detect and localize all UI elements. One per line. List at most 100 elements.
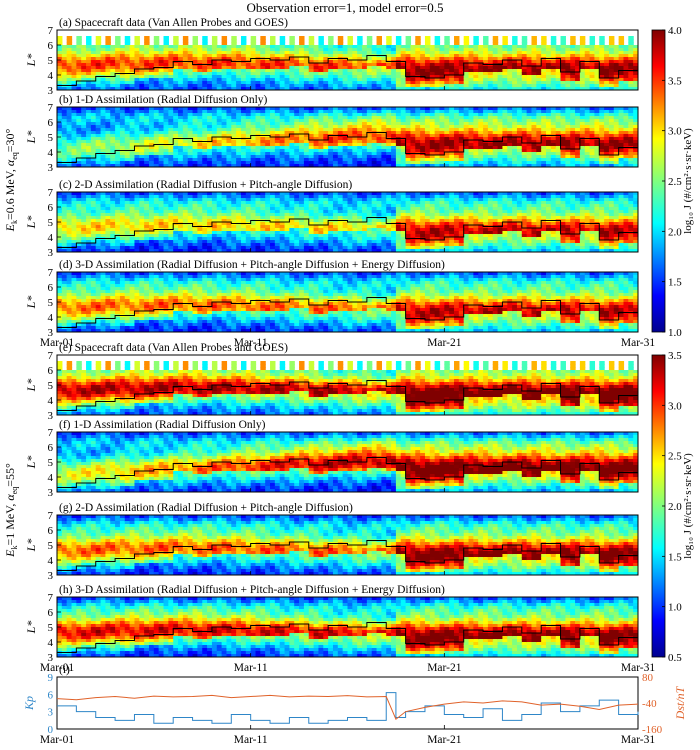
- heat-cell: [284, 75, 290, 79]
- heat-cell: [560, 146, 566, 150]
- heat-cell: [115, 219, 121, 223]
- heat-cell: [618, 81, 625, 85]
- heat-cell: [342, 110, 349, 114]
- heat-cell: [318, 84, 324, 88]
- heat-cell: [124, 231, 131, 235]
- heat-cell: [202, 161, 208, 165]
- heat-cell: [415, 113, 421, 117]
- heat-cell: [134, 137, 140, 141]
- heat-cell: [144, 116, 150, 120]
- heat-cell: [521, 51, 528, 55]
- heat-cell: [468, 60, 474, 64]
- heat-cell: [429, 152, 436, 156]
- heat-cell: [197, 134, 203, 138]
- heat-cell: [129, 216, 136, 220]
- heat-cell: [61, 63, 68, 67]
- heat-cell: [148, 57, 155, 61]
- heat-cell: [187, 134, 194, 138]
- heat-cell: [139, 213, 145, 217]
- heat-cell: [570, 137, 576, 141]
- heat-cell: [163, 137, 169, 141]
- heat-cell: [173, 155, 179, 159]
- heat-cell: [86, 42, 92, 46]
- heat-cell: [589, 63, 596, 67]
- heat-cell: [589, 140, 596, 144]
- heat-cell: [207, 84, 213, 88]
- heat-cell: [487, 146, 494, 150]
- heat-cell: [182, 192, 189, 196]
- heat-cell: [115, 225, 121, 229]
- heat-cell: [274, 140, 281, 144]
- heat-cell: [400, 84, 407, 88]
- heat-cell: [100, 87, 107, 90]
- heat-cell: [526, 72, 533, 76]
- heat-cell: [473, 78, 479, 82]
- heat-cell: [86, 161, 92, 165]
- heat-cell: [434, 116, 441, 120]
- heat-cell: [187, 161, 194, 165]
- heat-cell: [318, 116, 324, 120]
- heat-cell: [134, 207, 140, 211]
- heat-cell: [100, 72, 107, 76]
- heat-cell: [473, 42, 479, 46]
- heat-cell: [521, 54, 528, 58]
- heat-cell: [415, 140, 421, 144]
- heat-cell: [623, 78, 629, 82]
- heat-cell: [565, 134, 571, 138]
- heat-cell: [483, 60, 489, 64]
- heat-cell: [541, 42, 547, 46]
- heat-cell: [560, 149, 566, 153]
- heat-cell: [182, 143, 189, 147]
- heat-cell: [197, 119, 203, 123]
- heat-cell: [584, 69, 591, 73]
- heat-cell: [347, 42, 353, 46]
- heat-cell: [134, 134, 140, 138]
- heat-cell: [347, 48, 353, 52]
- heat-cell: [289, 113, 295, 117]
- heat-cell: [352, 57, 358, 61]
- heat-cell: [279, 149, 286, 153]
- heat-cell: [158, 219, 165, 223]
- heat-cell: [468, 131, 474, 135]
- heat-cell: [366, 66, 373, 70]
- heat-cell: [395, 164, 402, 167]
- heat-cell: [134, 225, 140, 229]
- heat-cell: [110, 246, 116, 250]
- heat-cell: [366, 69, 373, 73]
- heat-cell: [454, 36, 460, 40]
- heat-cell: [613, 140, 620, 144]
- heat-cell: [163, 158, 169, 162]
- heat-cell: [560, 140, 566, 144]
- heat-cell: [66, 69, 73, 73]
- heat-cell: [279, 87, 286, 90]
- heat-cell: [231, 84, 237, 88]
- heat-cell: [633, 158, 638, 162]
- heat-cell: [454, 63, 460, 67]
- heat-cell: [313, 57, 320, 61]
- heat-cell: [76, 84, 82, 88]
- heat-cell: [424, 48, 431, 52]
- heat-cell: [473, 164, 479, 167]
- heat-cell: [86, 125, 92, 129]
- heat-cell: [410, 134, 416, 138]
- heat-cell: [483, 72, 489, 76]
- heat-cell: [516, 107, 523, 111]
- heat-cell: [265, 116, 271, 120]
- heat-cell: [173, 87, 179, 90]
- heat-cell: [270, 87, 276, 90]
- heat-cell: [613, 143, 620, 147]
- heat-cell: [124, 164, 131, 167]
- heat-cell: [71, 237, 77, 241]
- heat-cell: [231, 81, 237, 85]
- heat-cell: [163, 237, 169, 241]
- heat-cell: [463, 107, 470, 111]
- heat-cell: [178, 198, 184, 202]
- heat-cell: [434, 78, 441, 82]
- heat-cell: [71, 219, 77, 223]
- heat-cell: [347, 84, 353, 88]
- heat-cell: [110, 243, 116, 247]
- heat-cell: [100, 246, 107, 250]
- heat-cell: [182, 110, 189, 114]
- heat-cell: [565, 152, 571, 156]
- heat-cell: [618, 84, 625, 88]
